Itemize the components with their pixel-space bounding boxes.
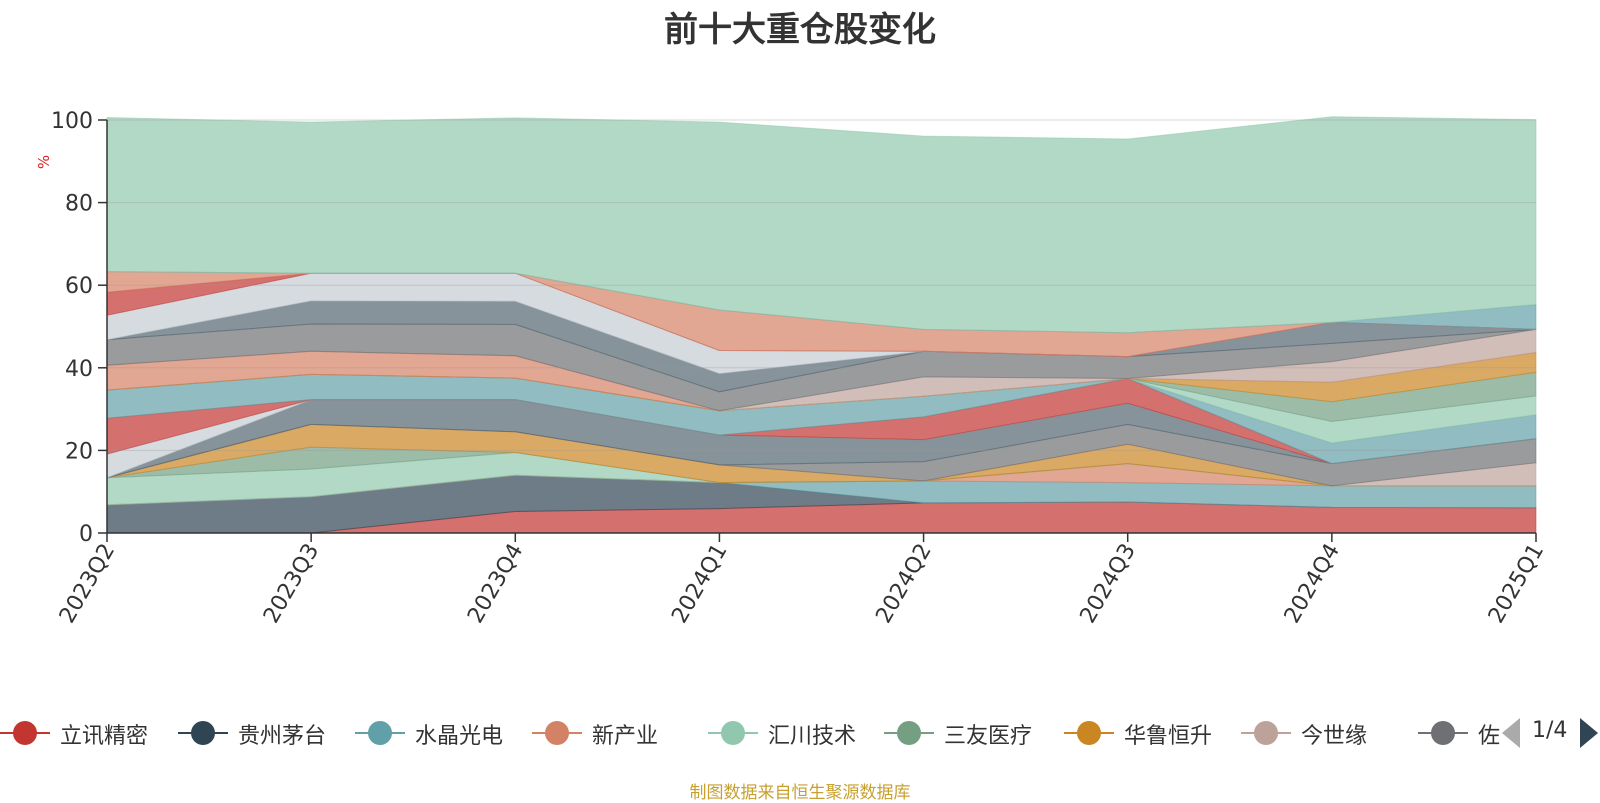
x-tick-label-2024Q2: 2024Q2 <box>871 540 936 628</box>
y-tick-label-80: 80 <box>65 192 93 217</box>
legend-circle-icon <box>897 721 921 745</box>
legend-label: 水晶光电 <box>415 724 504 749</box>
y-tick-label-40: 40 <box>65 357 93 382</box>
x-tick-label-2023Q4: 2023Q4 <box>463 540 528 628</box>
data-source-note: 制图数据来自恒生聚源数据库 <box>689 783 911 803</box>
x-tick-label-2024Q4: 2024Q4 <box>1280 540 1345 628</box>
legend-circle-icon <box>13 721 37 745</box>
pager-page-indicator: 1/4 <box>1532 718 1568 743</box>
stacked-area-chart: 0 20 40 60 80 100% 2023Q2 2023Q3 2023Q4 2024Q1 202… <box>35 109 1549 628</box>
area-series-24 <box>106 116 1537 334</box>
legend-circle-icon <box>721 721 745 745</box>
legend-circle-icon <box>1254 721 1278 745</box>
x-tick-label-2024Q3: 2024Q3 <box>1076 540 1141 628</box>
legend-circle-icon <box>1431 721 1455 745</box>
legend-label: 华鲁恒升 <box>1124 724 1213 749</box>
legend-label: 汇川技术 <box>768 724 857 749</box>
legend: 立讯精密 贵州茅台 水晶光电 新产业 汇川技术 三友医疗 华鲁恒升 今世缘 佐力药业 <box>0 712 1500 752</box>
legend-circle-icon <box>545 721 569 745</box>
x-tick-label-2023Q3: 2023Q3 <box>259 540 324 628</box>
pager-prev-arrow-icon[interactable] <box>1502 718 1520 748</box>
legend-label: 新产业 <box>592 724 659 749</box>
pager-next-arrow-icon[interactable] <box>1580 718 1598 748</box>
chart-title: 前十大重仓股变化 <box>664 10 936 50</box>
y-tick-label-20: 20 <box>65 439 93 464</box>
x-tick-label-2024Q1: 2024Q1 <box>667 540 732 628</box>
legend-circle-icon <box>191 721 215 745</box>
legend-label: 三友医疗 <box>944 724 1033 749</box>
y-axis-label: % <box>35 155 53 169</box>
x-tick-label-2023Q2: 2023Q2 <box>55 540 120 628</box>
legend-label: 贵州茅台 <box>238 724 327 749</box>
x-tick-label-2025Q1: 2025Q1 <box>1484 540 1549 628</box>
y-tick-label-60: 60 <box>65 274 93 299</box>
y-tick-label-100: 100 <box>51 109 93 134</box>
y-tick-label-0: 0 <box>79 522 93 547</box>
legend-label: 立讯精密 <box>60 724 149 749</box>
legend-label: 佐力药业 <box>1478 724 1500 749</box>
legend-label: 今世缘 <box>1301 724 1368 749</box>
legend-circle-icon <box>368 721 392 745</box>
legend-pager: 1/4 <box>1496 716 1600 752</box>
legend-circle-icon <box>1077 721 1101 745</box>
